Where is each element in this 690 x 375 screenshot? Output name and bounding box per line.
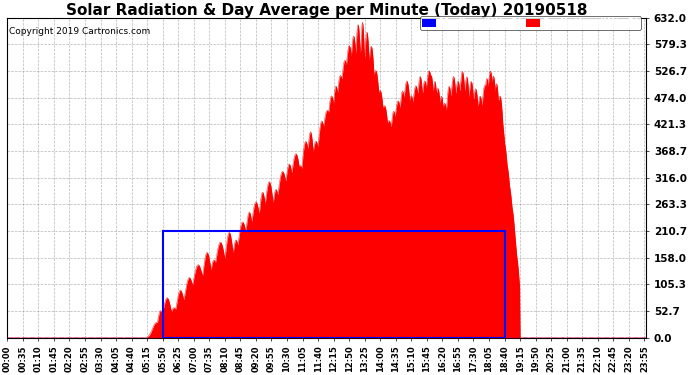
Text: Copyright 2019 Cartronics.com: Copyright 2019 Cartronics.com (8, 27, 150, 36)
Legend: Median (W/m2), Radiation (W/m2): Median (W/m2), Radiation (W/m2) (420, 16, 641, 30)
Title: Solar Radiation & Day Average per Minute (Today) 20190518: Solar Radiation & Day Average per Minute… (66, 3, 587, 18)
